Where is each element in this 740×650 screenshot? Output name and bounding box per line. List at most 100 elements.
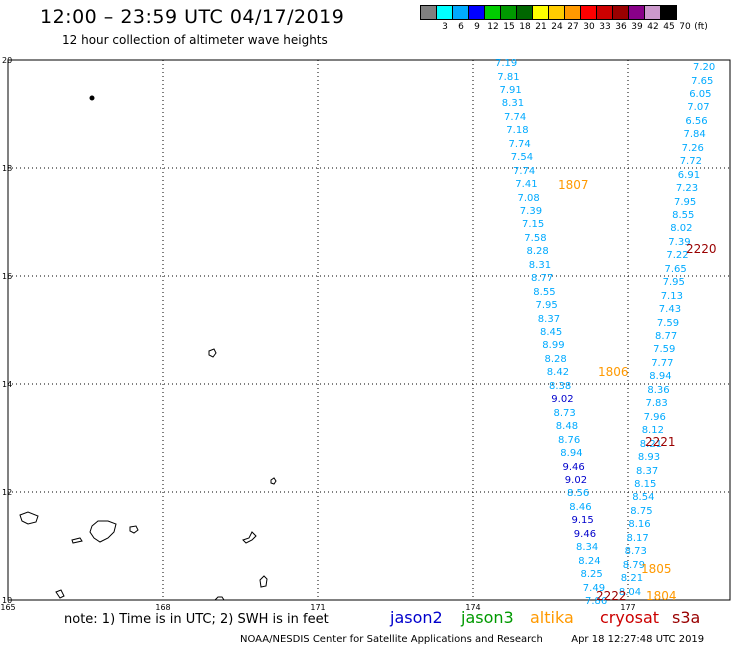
wave-height-value: 8.02 <box>670 223 693 235</box>
map-grid <box>8 60 730 600</box>
wave-height-value: 8.76 <box>558 434 581 446</box>
latitude-label: 14 <box>2 380 13 389</box>
wave-height-value: 8.73 <box>624 546 647 558</box>
wave-height-value: 8.77 <box>531 273 554 285</box>
wave-height-value: 8.55 <box>672 209 695 221</box>
pass-time-label: 2221 <box>645 435 676 449</box>
wave-height-value: 8.94 <box>560 448 583 459</box>
wave-height-value: 8.34 <box>576 542 599 554</box>
pass-time-label: 2222 <box>596 589 627 603</box>
scale-label: 15 <box>503 22 515 32</box>
scale-label: 30 <box>583 22 595 32</box>
island <box>55 589 65 599</box>
wave-height-value: 7.23 <box>675 183 699 195</box>
wave-height-value: 7.96 <box>643 411 666 423</box>
wave-height-value: 7.41 <box>515 179 538 191</box>
wave-height-value: 9.02 <box>564 474 588 486</box>
wave-height-value: 7.83 <box>645 398 668 410</box>
pass-time-label: 1805 <box>641 562 672 576</box>
wave-height-value: 7.95 <box>662 277 685 289</box>
island <box>259 575 268 588</box>
wave-height-value: 8.12 <box>641 425 664 437</box>
scale-label: 39 <box>631 22 643 32</box>
scale-label: 12 <box>487 22 499 32</box>
scale-label: 36 <box>615 22 627 32</box>
island <box>71 537 83 544</box>
wave-height-value: 7.18 <box>506 125 529 137</box>
wave-height-value: 8.28 <box>526 246 549 258</box>
satellite-cryosat: cryosat <box>600 608 660 627</box>
wave-height-value: 7.13 <box>660 290 683 302</box>
wave-height-value: 7.81 <box>497 71 520 83</box>
island <box>89 95 95 101</box>
wave-height-value: 8.75 <box>630 505 653 517</box>
wave-height-value: 8.37 <box>636 465 659 477</box>
wave-height-value: 8.48 <box>555 421 579 433</box>
wave-height-value: 7.95 <box>674 196 697 208</box>
scale-label: 3 <box>442 22 448 32</box>
longitude-label: 174 <box>465 603 481 612</box>
footer-credit: NOAA/NESDIS Center for Satellite Applica… <box>240 634 704 645</box>
wave-height-value: 7.07 <box>687 102 710 114</box>
satellite-altika: altika <box>530 608 574 627</box>
color-scale-labels: 3 6 9 12 15 18 21 24 27 30 33 36 39 42 45 70 (ft) <box>420 22 740 34</box>
latitude-label: 18 <box>2 164 13 173</box>
scale-label: 42 <box>647 22 659 32</box>
map-frame <box>7 59 731 601</box>
wave-height-value: 8.36 <box>647 384 670 396</box>
wave-height-value: 8.21 <box>620 573 644 585</box>
wave-height-value: 7.59 <box>653 344 676 356</box>
wave-height-value: 8.15 <box>634 478 657 490</box>
wave-height-value: 6.91 <box>677 169 701 181</box>
island <box>89 520 117 543</box>
wave-height-value: 7.84 <box>683 129 706 141</box>
scale-label: 45 <box>663 22 675 32</box>
wave-height-value: 7.22 <box>666 250 689 262</box>
satellite-jason3: jason3 <box>461 608 514 627</box>
wave-height-value: 8.25 <box>580 569 603 581</box>
wave-height-value: 8.55 <box>533 286 556 298</box>
island <box>242 531 257 544</box>
scale-label: (ft) <box>694 22 708 32</box>
wave-height-value: 7.43 <box>658 304 682 316</box>
wave-height-value: 7.59 <box>656 317 680 329</box>
page-title: 12:00 – 23:59 UTC 04/17/2019 <box>40 6 345 28</box>
longitude-label: 177 <box>620 603 636 612</box>
scale-label: 9 <box>474 22 480 32</box>
wave-height-value: 7.72 <box>679 156 702 168</box>
wave-height-value: 8.31 <box>501 98 525 110</box>
wave-height-value: 8.42 <box>546 367 570 379</box>
wave-height-value: 7.77 <box>651 357 674 369</box>
wave-height-value: 7.39 <box>668 236 691 248</box>
wave-height-value: 6.56 <box>685 115 708 127</box>
latitude-label: 20 <box>2 56 13 65</box>
wave-height-value: 8.93 <box>637 452 661 463</box>
island <box>129 525 139 534</box>
wave-height-value: 8.94 <box>649 371 672 383</box>
longitude-label: 171 <box>310 603 326 612</box>
wave-height-value: 7.74 <box>504 111 527 123</box>
wave-height-value: 6.05 <box>689 88 712 100</box>
wave-height-value: 7.95 <box>535 300 558 312</box>
scale-label: 33 <box>599 22 611 32</box>
wave-height-value: 9.15 <box>571 515 594 527</box>
longitude-label: 168 <box>155 603 171 612</box>
scale-swatch <box>660 5 677 20</box>
wave-height-value: 8.38 <box>549 380 572 392</box>
wave-height-value: 8.73 <box>553 407 576 419</box>
satellite-jason2: jason2 <box>390 608 443 627</box>
pass-time-label: 2220 <box>686 242 717 256</box>
wave-height-value: 7.15 <box>522 219 545 231</box>
scale-label: 70 <box>679 22 691 32</box>
wave-height-value: 9.46 <box>573 528 597 540</box>
longitude-label: 165 <box>0 603 16 612</box>
wave-height-value: 8.77 <box>655 331 678 342</box>
wave-height-value: 7.08 <box>517 192 540 204</box>
pass-time-label: 1804 <box>646 589 677 603</box>
wave-height-value: 7.65 <box>664 263 687 275</box>
island <box>19 511 39 525</box>
wave-height-value: 7.58 <box>524 232 547 244</box>
wave-height-value: 7.20 <box>693 62 716 73</box>
